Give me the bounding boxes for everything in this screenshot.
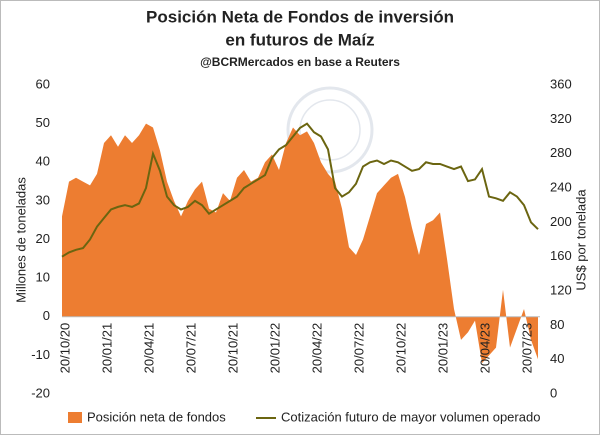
y-tick-label: 50 (36, 115, 50, 130)
x-tick-label: 20/01/22 (267, 323, 282, 374)
y2-tick-label: 40 (550, 351, 564, 366)
area (62, 123, 538, 364)
chart-subtitle: @BCRMercados en base a Reuters (200, 55, 400, 69)
y2-tick-label: 280 (550, 145, 572, 160)
y-tick-label: -10 (31, 347, 50, 362)
x-tick-label: 20/10/21 (225, 323, 240, 374)
y-tick-label: 20 (36, 231, 50, 246)
y-axis-label: Millones de toneladas (13, 177, 28, 303)
y2-tick-label: 240 (550, 179, 572, 194)
x-tick-label: 20/04/21 (141, 323, 156, 374)
x-tick-label: 20/04/23 (477, 323, 492, 374)
x-tick-label: 20/01/21 (99, 323, 114, 374)
x-tick-label: 20/07/23 (519, 323, 534, 374)
y-tick-label: 60 (36, 76, 50, 91)
x-tick-label: 20/10/20 (57, 323, 72, 374)
y2-tick-label: 200 (550, 214, 572, 229)
legend-label: Posición neta de fondos (87, 409, 226, 424)
chart-title: Posición Neta de Fondos de inversión (146, 7, 454, 26)
y-tick-label: 40 (36, 154, 50, 169)
y2-tick-label: 120 (550, 282, 572, 297)
chart-title: en futuros de Maíz (225, 30, 374, 49)
y2-tick-label: 0 (550, 385, 557, 400)
x-tick-label: 20/04/22 (309, 323, 324, 374)
y-tick-label: 10 (36, 270, 50, 285)
y2-axis-label: US$ por tonelada (573, 189, 588, 291)
legend-swatch (68, 412, 82, 423)
y2-tick-label: 80 (550, 317, 564, 332)
y2-tick-label: 320 (550, 111, 572, 126)
x-tick-label: 20/07/22 (351, 323, 366, 374)
y-tick-label: 30 (36, 192, 50, 207)
x-tick-label: 20/07/21 (183, 323, 198, 374)
y2-tick-label: 160 (550, 248, 572, 263)
y-tick-label: -20 (31, 385, 50, 400)
line (61, 122, 539, 258)
y-tick-label: 0 (43, 308, 50, 323)
legend-label: Cotización futuro de mayor volumen opera… (281, 409, 540, 424)
y2-tick-label: 360 (550, 76, 572, 91)
x-tick-label: 20/10/22 (393, 323, 408, 374)
x-tick-label: 20/01/23 (435, 323, 450, 374)
